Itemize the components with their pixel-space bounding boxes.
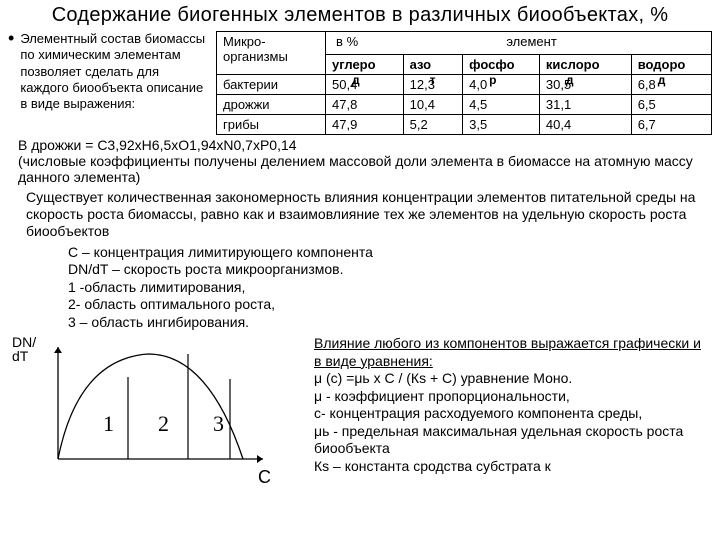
cell-value: 6,8 <box>631 75 711 95</box>
cell-organism: грибы <box>217 115 326 135</box>
cell-value: 3,5 <box>463 115 540 135</box>
cell-value: 6,7 <box>631 115 711 135</box>
col-водоро: водород <box>631 55 711 75</box>
col-углеро: углерод <box>326 55 404 75</box>
chart-area: DN/dT 1 2 3 C <box>8 335 308 485</box>
col-кислоро: кислород <box>539 55 631 75</box>
bullet-marker: • <box>8 31 14 112</box>
elements-table-wrap: Микро-организмыв %элементуглеродазотфосф… <box>216 31 712 135</box>
equation-intro: Влияние любого из компонентов выражается… <box>314 335 701 369</box>
formula-note: (числовые коэффициенты получены делением… <box>18 153 712 185</box>
definition-line: C – концентрация лимитирующего компонент… <box>68 244 712 262</box>
cell-value: 50,4 <box>326 75 404 95</box>
formula-line: В дрожжи = C3,92xH6,5xO1,94xN0,7xP0,14 <box>18 137 712 153</box>
table-row: бактерии50,412,34,030,56,8 <box>217 75 712 95</box>
cell-value: 6,5 <box>631 95 711 115</box>
col-organism: Микро-организмы <box>217 32 326 75</box>
ks-def: Кs – константа сродства субстрата к <box>314 458 712 476</box>
bullet-text: Элементный состав биомассы по химическим… <box>20 31 208 112</box>
x-axis-label: C <box>258 467 271 488</box>
mu-max-def: μь - предельная максимальная удельная ск… <box>314 423 712 458</box>
svg-text:1: 1 <box>103 411 114 436</box>
table-row: грибы47,95,23,540,46,7 <box>217 115 712 135</box>
svg-text:2: 2 <box>158 411 169 436</box>
cell-value: 12,3 <box>403 75 463 95</box>
cell-value: 30,5 <box>539 75 631 95</box>
elements-table: Микро-организмыв %элементуглеродазотфосф… <box>216 31 712 135</box>
cell-organism: дрожжи <box>217 95 326 115</box>
main-paragraph: Существует количественная закономерность… <box>26 189 712 239</box>
definitions-block: C – концентрация лимитирующего компонент… <box>68 244 712 332</box>
definition-line: DN/dT – скорость роста микроорганизмов. <box>68 261 712 279</box>
svg-text:3: 3 <box>213 411 224 436</box>
cell-value: 10,4 <box>403 95 463 115</box>
definition-line: 3 – область ингибирования. <box>68 314 712 332</box>
cell-value: 47,9 <box>326 115 404 135</box>
cell-value: 5,2 <box>403 115 463 135</box>
bullet-block: • Элементный состав биомассы по химическ… <box>8 31 208 112</box>
equation-mono: μ (c) =μь x C / (Кs + C) уравнение Моно. <box>314 370 712 388</box>
growth-chart: 1 2 3 <box>48 339 278 479</box>
cell-value: 40,4 <box>539 115 631 135</box>
definition-line: 2- область оптимального роста, <box>68 296 712 314</box>
col-element-group: в %элемент <box>326 32 712 55</box>
page-title: Содержание биогенных элементов в различн… <box>8 4 712 27</box>
cell-organism: бактерии <box>217 75 326 95</box>
table-row: дрожжи47,810,44,531,16,5 <box>217 95 712 115</box>
cell-value: 4,0 <box>463 75 540 95</box>
mu-def: μ - коэффициент пропорциональности, <box>314 388 712 406</box>
col-фосфо: фосфор <box>463 55 540 75</box>
y-axis-label: DN/dT <box>12 335 36 363</box>
cell-value: 4,5 <box>463 95 540 115</box>
cell-value: 31,1 <box>539 95 631 115</box>
cell-value: 47,8 <box>326 95 404 115</box>
equation-block: Влияние любого из компонентов выражается… <box>314 335 712 475</box>
c-def: с- концентрация расходуемого компонента … <box>314 405 712 423</box>
col-азо: азот <box>403 55 463 75</box>
definition-line: 1 -область лимитирования, <box>68 279 712 297</box>
